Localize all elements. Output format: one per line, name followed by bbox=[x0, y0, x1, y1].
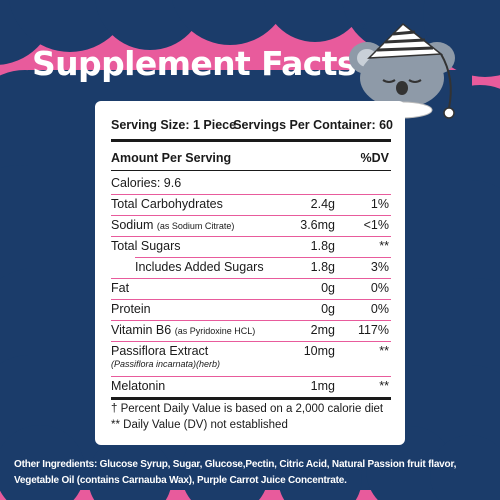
divider bbox=[111, 170, 391, 171]
sleeping-koala-icon bbox=[349, 22, 455, 119]
divider bbox=[111, 215, 391, 216]
nutrient-dv: 3% bbox=[370, 260, 389, 274]
nutrient-name: Sodium bbox=[111, 218, 154, 232]
nutrient-note: (as Pyridoxine HCL) bbox=[174, 326, 256, 336]
divider bbox=[135, 257, 391, 258]
header-dv: %DV bbox=[360, 151, 389, 165]
nutrient-amount: 0g bbox=[321, 281, 335, 295]
nutrient-amount: 1.8g bbox=[310, 260, 335, 274]
divider bbox=[111, 299, 391, 300]
sleep-zz-text: zZ bbox=[356, 22, 368, 33]
divider bbox=[111, 139, 391, 142]
nutrient-dv: ** bbox=[379, 379, 389, 393]
nutrient-name: Fat bbox=[111, 281, 130, 295]
nutrient-amount: 3.6mg bbox=[300, 218, 335, 232]
nutrient-amount: 1mg bbox=[310, 379, 335, 393]
nutrient-name: Passiflora Extract bbox=[111, 344, 209, 358]
calories-text: Calories: 9.6 bbox=[111, 176, 182, 190]
nutrient-dv: 1% bbox=[370, 197, 389, 211]
footnote-not-established: ** Daily Value (DV) not established bbox=[111, 419, 288, 431]
nutrient-amount: 2.4g bbox=[310, 197, 335, 211]
nutrient-dv: <1% bbox=[363, 218, 389, 232]
footnote-daily-value: † Percent Daily Value is based on a 2,00… bbox=[111, 403, 384, 415]
nutrient-name: Protein bbox=[111, 302, 151, 316]
nutrient-name-group: Sodium (as Sodium Citrate) bbox=[111, 218, 234, 232]
divider bbox=[111, 376, 391, 377]
nutrient-note: (Passiflora incarnata)(herb) bbox=[111, 359, 221, 369]
nutrient-amount: 0g bbox=[321, 302, 335, 316]
nutrient-amount: 2mg bbox=[310, 323, 335, 337]
nutrient-name: Includes Added Sugars bbox=[135, 260, 264, 274]
header-amount: Amount Per Serving bbox=[111, 151, 232, 165]
divider bbox=[111, 236, 391, 237]
divider bbox=[111, 278, 391, 279]
nutrient-name: Melatonin bbox=[111, 379, 166, 393]
nutrient-dv: ** bbox=[379, 239, 389, 253]
nutrient-name: Vitamin B6 bbox=[111, 323, 172, 337]
nutrient-name: Total Carbohydrates bbox=[111, 197, 223, 211]
supplement-facts-panel: Serving Size: 1 Piece Servings Per Conta… bbox=[95, 101, 405, 445]
page-title: Supplement Facts bbox=[32, 44, 357, 83]
nutrient-note: (as Sodium Citrate) bbox=[156, 221, 235, 231]
nutrient-amount: 10mg bbox=[303, 344, 335, 358]
nutrient-dv: 117% bbox=[357, 323, 389, 337]
nutrient-dv: 0% bbox=[370, 281, 389, 295]
nutrient-name: Total Sugars bbox=[111, 239, 181, 253]
other-ingredients: Other Ingredients: Glucose Syrup, Sugar,… bbox=[14, 459, 457, 486]
nutrient-dv: ** bbox=[379, 344, 389, 358]
divider bbox=[111, 194, 391, 195]
nutrient-name-group: Vitamin B6 (as Pyridoxine HCL) bbox=[111, 323, 255, 337]
divider bbox=[111, 397, 391, 400]
serving-size: Serving Size: 1 Piece bbox=[111, 118, 237, 132]
nutrient-amount: 1.8g bbox=[310, 239, 335, 253]
nutrient-dv: 0% bbox=[370, 302, 389, 316]
divider bbox=[111, 341, 391, 342]
divider bbox=[111, 320, 391, 321]
nutrient-row: Passiflora Extract (Passiflora incarnata… bbox=[111, 344, 391, 374]
servings-per-container: Servings Per Container: 60 bbox=[233, 118, 393, 132]
